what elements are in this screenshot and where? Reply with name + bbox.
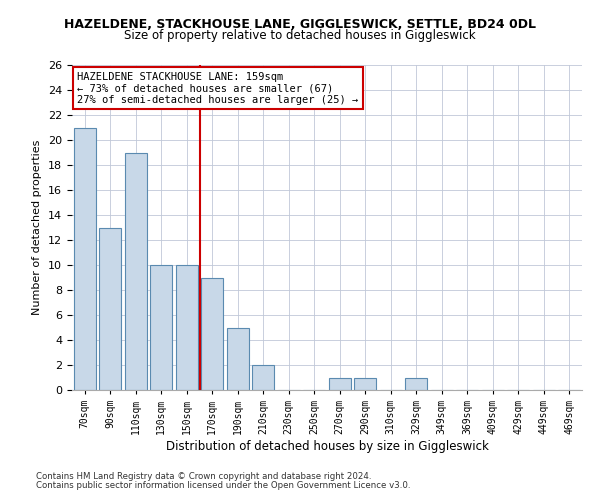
- Bar: [151, 265, 172, 390]
- Bar: [355, 378, 376, 390]
- X-axis label: Distribution of detached houses by size in Giggleswick: Distribution of detached houses by size …: [166, 440, 488, 453]
- Bar: [125, 152, 146, 390]
- Bar: [202, 278, 223, 390]
- Text: Contains public sector information licensed under the Open Government Licence v3: Contains public sector information licen…: [36, 481, 410, 490]
- Bar: [100, 228, 121, 390]
- Bar: [253, 365, 274, 390]
- Bar: [176, 265, 197, 390]
- Text: Size of property relative to detached houses in Giggleswick: Size of property relative to detached ho…: [124, 29, 476, 42]
- Bar: [227, 328, 248, 390]
- Text: HAZELDENE STACKHOUSE LANE: 159sqm
← 73% of detached houses are smaller (67)
27% : HAZELDENE STACKHOUSE LANE: 159sqm ← 73% …: [77, 72, 358, 104]
- Text: Contains HM Land Registry data © Crown copyright and database right 2024.: Contains HM Land Registry data © Crown c…: [36, 472, 371, 481]
- Bar: [74, 128, 95, 390]
- Text: HAZELDENE, STACKHOUSE LANE, GIGGLESWICK, SETTLE, BD24 0DL: HAZELDENE, STACKHOUSE LANE, GIGGLESWICK,…: [64, 18, 536, 30]
- Bar: [406, 378, 427, 390]
- Y-axis label: Number of detached properties: Number of detached properties: [32, 140, 43, 315]
- Bar: [329, 378, 350, 390]
